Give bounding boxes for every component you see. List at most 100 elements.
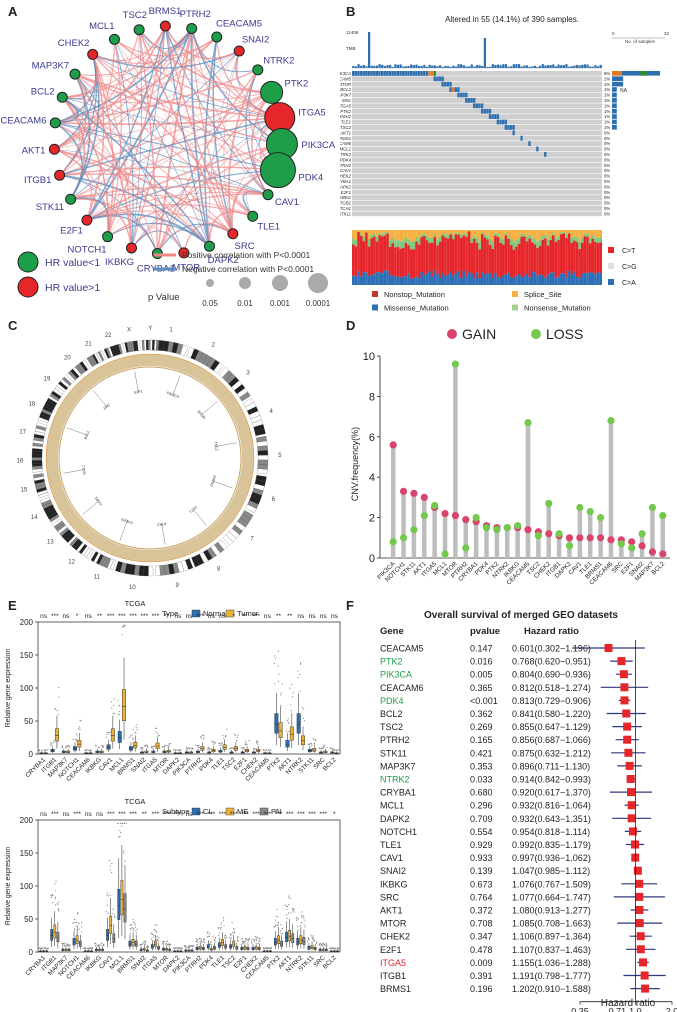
titv-bar <box>538 239 542 247</box>
correlation-edge <box>114 39 210 247</box>
titv-bar <box>452 235 455 240</box>
box <box>155 742 160 749</box>
chromosome-label: 11 <box>94 575 101 581</box>
forest-hr-text: 0.841(0.580−1.220) <box>512 709 591 719</box>
titv-bar <box>412 241 416 250</box>
titv-bar <box>467 230 471 232</box>
outlier-point <box>301 706 304 709</box>
tmb-bar <box>544 65 547 68</box>
loss-point <box>534 532 542 540</box>
outlier-point <box>152 936 155 938</box>
outlier-point <box>277 924 279 926</box>
forest-point <box>604 644 613 652</box>
outlier-point <box>134 922 136 925</box>
gene-name: PTRH2 <box>340 163 352 168</box>
tmb-bar <box>383 65 387 68</box>
titv-bar <box>467 272 471 285</box>
gene-name: BRMS1 <box>340 136 352 141</box>
outlier-point <box>303 708 305 710</box>
significance-label: ns <box>219 613 227 620</box>
outlier-point <box>301 922 303 924</box>
titv-bar <box>496 236 500 278</box>
outlier-point <box>268 947 270 949</box>
loss-point <box>545 499 553 508</box>
forest-hr-text: 0.856(0.687−1.066) <box>512 735 591 745</box>
outlier-point <box>54 890 56 892</box>
titv-bar <box>362 272 366 285</box>
titv-bar <box>425 236 429 241</box>
outlier-point <box>135 727 137 729</box>
gene-row-bg <box>352 119 602 125</box>
forest-gene: CRYBA1 <box>380 788 416 798</box>
outlier-point <box>292 692 294 694</box>
titv-bar <box>488 230 492 240</box>
correlation-edge <box>86 50 240 221</box>
tmb-bar <box>515 64 518 68</box>
titv-bar <box>512 249 516 278</box>
mutation-cell <box>478 103 481 109</box>
outlier-point <box>297 918 299 920</box>
forest-gene: PTK2 <box>380 657 403 667</box>
outlier-point <box>223 737 225 740</box>
titv-bar <box>594 274 597 285</box>
titv-bar <box>396 246 400 277</box>
box <box>296 713 301 734</box>
outlier-point <box>174 749 177 751</box>
gene-name: AKT1 <box>340 130 352 135</box>
box <box>72 938 76 946</box>
outlier-point <box>287 722 290 724</box>
box <box>106 929 109 941</box>
gene-name: ITGA5 <box>340 103 352 108</box>
titv-bar <box>520 234 524 237</box>
titv-bar <box>430 237 434 244</box>
outlier-point <box>118 710 120 713</box>
outlier-point <box>303 917 305 920</box>
outlier-point <box>337 947 340 950</box>
titv-bar <box>452 239 455 276</box>
titv-legend-label: C>A <box>622 280 636 287</box>
outlier-point <box>106 894 108 896</box>
titv-bar <box>573 230 576 237</box>
outlier-point <box>241 747 243 749</box>
outlier-point <box>61 945 64 947</box>
correlation-network: PTRH2CEACAM5SNAI2NTRK2PTK2ITGA5PIK3CAPDK… <box>1 6 336 308</box>
titv-bar <box>436 230 439 240</box>
box <box>299 935 303 944</box>
outlier-point <box>255 748 257 750</box>
outlier-point <box>135 932 138 934</box>
side-bar <box>612 81 624 87</box>
gene-node <box>252 64 264 76</box>
correlation-edge <box>59 173 269 196</box>
loss-point <box>659 511 667 520</box>
outlier-point <box>241 937 244 940</box>
outlier-point <box>274 919 276 921</box>
titv-bar <box>454 230 458 233</box>
gene-percent: 1% <box>604 103 610 108</box>
correlation-edge <box>114 39 134 249</box>
mutation-cell <box>386 71 389 76</box>
forest-gene: PTRH2 <box>380 735 410 745</box>
titv-bar <box>536 275 539 285</box>
outlier-point <box>255 938 257 940</box>
outlier-point <box>140 748 142 750</box>
titv-bar <box>536 230 539 241</box>
correlation-edge <box>107 225 185 254</box>
tmb-bar <box>462 65 465 68</box>
outlier-point <box>331 748 333 750</box>
outlier-point <box>189 747 191 750</box>
correlation-edge <box>62 92 272 104</box>
outlier-point <box>120 831 122 834</box>
titv-bar <box>404 230 408 238</box>
titv-bar <box>478 230 481 242</box>
titv-bar <box>407 230 410 240</box>
tmb-bar <box>428 64 431 68</box>
outlier-point <box>125 822 127 824</box>
outlier-point <box>144 745 147 747</box>
gene-node-label: MAP3K7 <box>32 60 70 71</box>
titv-bar <box>536 247 539 276</box>
titv-bar <box>446 230 450 236</box>
outlier-point <box>297 925 299 928</box>
titv-bar <box>565 230 568 235</box>
titv-bar <box>588 238 592 244</box>
outlier-point <box>274 926 276 928</box>
